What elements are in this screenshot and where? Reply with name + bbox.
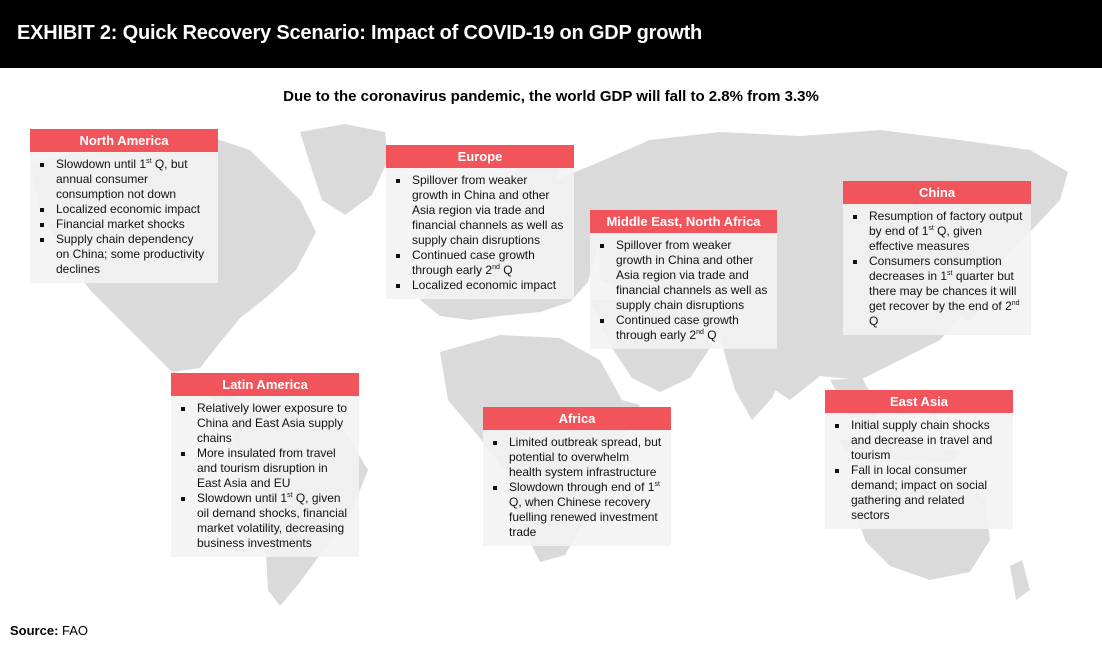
- region-africa: Africa Limited outbreak spread, but pote…: [483, 407, 671, 546]
- superscript: st: [928, 225, 934, 232]
- source-note: Source: FAO: [10, 623, 88, 638]
- bullet-item: Resumption of factory output by end of 1…: [851, 209, 1023, 254]
- bullet-item: Continued case growth through early 2nd …: [394, 248, 566, 278]
- bullet-item: Financial market shocks: [38, 217, 210, 232]
- bullet-list: Resumption of factory output by end of 1…: [851, 209, 1023, 329]
- region-title: Europe: [386, 145, 574, 168]
- region-title: East Asia: [825, 390, 1013, 413]
- region-north-america: North America Slowdown until 1st Q, but …: [30, 129, 218, 283]
- region-europe: Europe Spillover from weaker growth in C…: [386, 145, 574, 299]
- superscript: st: [654, 481, 660, 488]
- region-body: Resumption of factory output by end of 1…: [843, 204, 1031, 335]
- bullet-item: Relatively lower exposure to China and E…: [179, 401, 351, 446]
- region-body: Spillover from weaker growth in China an…: [590, 233, 777, 349]
- bullet-list: Slowdown until 1st Q, but annual consume…: [38, 157, 210, 277]
- superscript: nd: [696, 329, 704, 336]
- bullet-item: Slowdown until 1st Q, given oil demand s…: [179, 491, 351, 551]
- superscript: st: [146, 158, 152, 165]
- source-label: Source:: [10, 623, 59, 638]
- region-body: Slowdown until 1st Q, but annual consume…: [30, 152, 218, 283]
- region-middle-east-north-africa: Middle East, North Africa Spillover from…: [590, 210, 777, 349]
- new-zealand-shape: [1010, 560, 1030, 600]
- page-title: EXHIBIT 2: Quick Recovery Scenario: Impa…: [17, 22, 703, 44]
- bullet-item: Fall in local consumer demand; impact on…: [833, 463, 1005, 523]
- bullet-item: Continued case growth through early 2nd …: [598, 313, 769, 343]
- region-china: China Resumption of factory output by en…: [843, 181, 1031, 335]
- bullet-item: Localized economic impact: [38, 202, 210, 217]
- bullet-list: Initial supply chain shocks and decrease…: [833, 418, 1005, 523]
- bullet-item: Supply chain dependency on China; some p…: [38, 232, 210, 277]
- region-body: Limited outbreak spread, but potential t…: [483, 430, 671, 546]
- bullet-item: Spillover from weaker growth in China an…: [394, 173, 566, 248]
- bullet-item: Slowdown through end of 1st Q, when Chin…: [491, 480, 663, 540]
- bullet-item: Spillover from weaker growth in China an…: [598, 238, 769, 313]
- bullet-list: Limited outbreak spread, but potential t…: [491, 435, 663, 540]
- superscript: st: [947, 270, 953, 277]
- bullet-item: Initial supply chain shocks and decrease…: [833, 418, 1005, 463]
- region-title: Africa: [483, 407, 671, 430]
- superscript: nd: [492, 264, 500, 271]
- bullet-item: More insulated from travel and tourism d…: [179, 446, 351, 491]
- superscript: nd: [1011, 300, 1020, 307]
- bullet-item: Slowdown until 1st Q, but annual consume…: [38, 157, 210, 202]
- subtitle: Due to the coronavirus pandemic, the wor…: [283, 88, 819, 105]
- region-title: China: [843, 181, 1031, 204]
- greenland-shape: [300, 124, 388, 215]
- bullet-list: Spillover from weaker growth in China an…: [598, 238, 769, 343]
- bullet-item: Consumers consumption decreases in 1st q…: [851, 254, 1023, 329]
- exhibit-header: EXHIBIT 2: Quick Recovery Scenario: Impa…: [0, 0, 1102, 68]
- region-body: Spillover from weaker growth in China an…: [386, 168, 574, 299]
- bullet-item: Limited outbreak spread, but potential t…: [491, 435, 663, 480]
- bullet-list: Spillover from weaker growth in China an…: [394, 173, 566, 293]
- region-east-asia: East Asia Initial supply chain shocks an…: [825, 390, 1013, 529]
- india-shape: [720, 330, 790, 420]
- source-text: FAO: [62, 623, 89, 638]
- region-title: Latin America: [171, 373, 359, 396]
- region-body: Relatively lower exposure to China and E…: [171, 396, 359, 557]
- region-title: North America: [30, 129, 218, 152]
- region-title: Middle East, North Africa: [590, 210, 777, 233]
- region-latin-america: Latin America Relatively lower exposure …: [171, 373, 359, 557]
- bullet-item: Localized economic impact: [394, 278, 566, 293]
- bullet-list: Relatively lower exposure to China and E…: [179, 401, 351, 551]
- superscript: st: [287, 492, 293, 499]
- region-body: Initial supply chain shocks and decrease…: [825, 413, 1013, 529]
